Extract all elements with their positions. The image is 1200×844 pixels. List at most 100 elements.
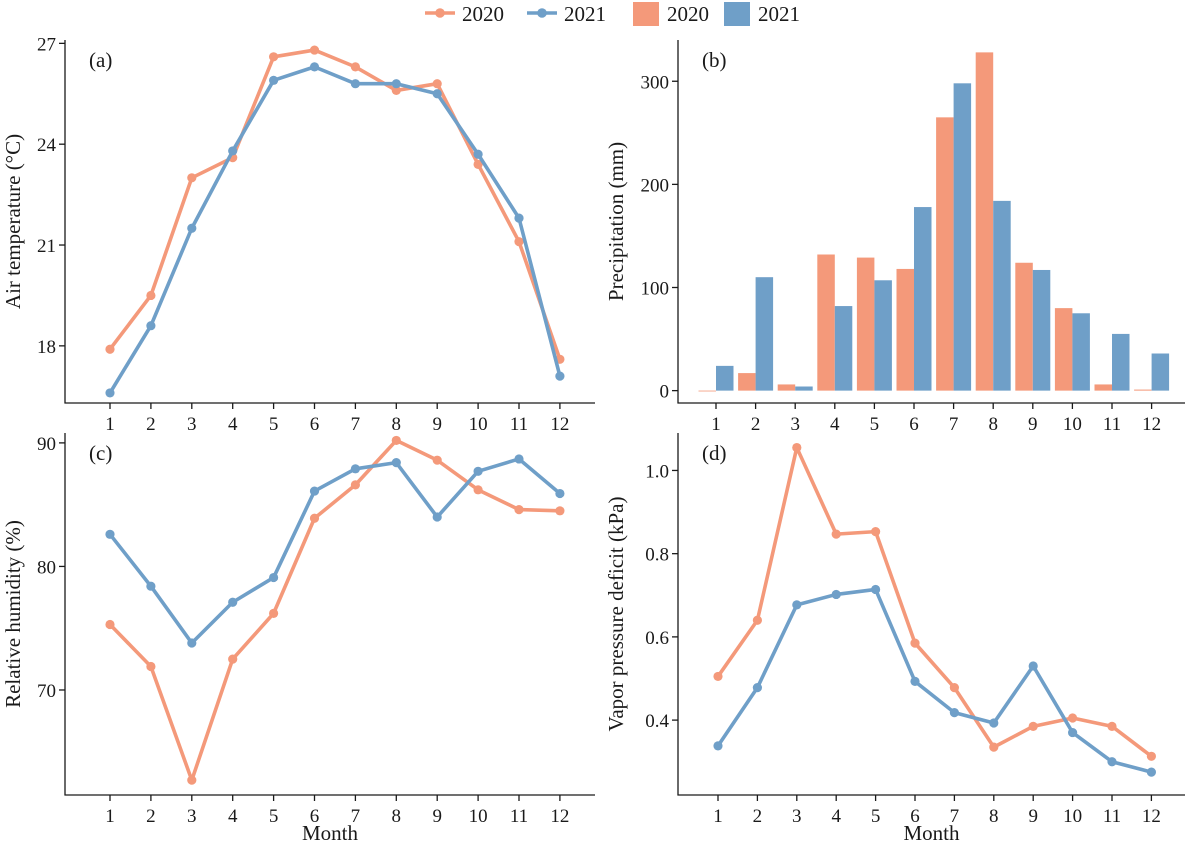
data-point: [350, 62, 360, 72]
x-tick-label: 5: [269, 806, 279, 827]
y-tick-label: 18: [37, 337, 56, 358]
legend-point-swatch: [435, 8, 445, 18]
x-tick-label: 2: [753, 806, 763, 827]
data-point: [187, 173, 197, 183]
data-point: [1028, 721, 1038, 731]
legend-item-bar-2020: 2020: [633, 2, 709, 26]
data-point: [473, 149, 483, 159]
x-tick-label: 7: [950, 806, 960, 827]
bar-series-2021: [716, 83, 1170, 391]
line-series-2021: [713, 584, 1156, 777]
x-tick-label: 11: [510, 414, 528, 435]
series-line: [108, 65, 562, 395]
panel-label: (b): [702, 48, 727, 72]
data-point: [391, 435, 401, 446]
y-tick-label: 100: [641, 279, 670, 300]
data-point: [713, 741, 723, 751]
y-axis-title: Air temperature (°C): [1, 134, 25, 309]
data-point: [514, 237, 524, 247]
x-tick-label: 1: [711, 414, 721, 435]
data-point: [752, 683, 763, 693]
data-point: [555, 488, 565, 499]
x-tick-label: 6: [910, 806, 920, 827]
data-point: [949, 708, 960, 718]
data-point: [146, 581, 156, 591]
x-tick-label: 4: [228, 414, 238, 435]
data-point: [146, 290, 156, 301]
bar: [698, 390, 716, 392]
legend-label: 2021: [564, 2, 606, 26]
legend: 2020 2021 2020 2021: [425, 2, 800, 26]
bar: [953, 83, 972, 391]
legend-item-line-2020: 2020: [425, 2, 504, 26]
data-point: [187, 223, 197, 233]
data-point: [989, 742, 999, 752]
data-point: [1068, 713, 1078, 723]
y-tick-label: 70: [37, 681, 56, 702]
data-point: [792, 600, 802, 610]
y-tick-label: 90: [37, 434, 56, 455]
data-point: [432, 89, 442, 99]
x-tick-label: 10: [469, 806, 488, 827]
data-point: [187, 775, 197, 785]
data-point: [350, 480, 360, 490]
y-tick-label: 300: [641, 72, 670, 93]
y-tick-label: 0: [660, 382, 670, 403]
y-tick-label: 0.4: [645, 711, 669, 732]
line-series-2020: [105, 435, 565, 785]
data-point: [871, 584, 881, 595]
series-line: [108, 438, 562, 782]
bar: [1134, 389, 1152, 391]
legend-bar-swatch: [724, 2, 750, 26]
x-tick-label: 10: [1063, 414, 1082, 435]
data-point: [309, 45, 320, 55]
y-tick-label: 24: [37, 135, 57, 156]
data-point: [432, 455, 442, 465]
data-point: [752, 615, 763, 625]
data-point: [309, 486, 320, 496]
data-point: [713, 671, 723, 682]
data-point: [105, 344, 115, 354]
data-point: [792, 442, 802, 453]
bar: [738, 373, 756, 391]
data-point: [831, 529, 841, 539]
x-tick-label: 5: [269, 414, 279, 435]
data-point: [432, 512, 442, 522]
data-point: [871, 527, 881, 537]
bar: [1094, 384, 1112, 391]
data-point: [473, 485, 483, 495]
x-tick-label: 7: [351, 806, 361, 827]
panel-label: (c): [89, 441, 112, 465]
data-point: [989, 718, 999, 728]
x-tick-label: 6: [310, 414, 320, 435]
x-tick-label: 11: [1103, 414, 1121, 435]
bar: [817, 254, 835, 391]
y-tick-label: 80: [37, 557, 56, 578]
data-point: [1107, 721, 1117, 731]
bar: [993, 200, 1011, 391]
bar: [896, 268, 914, 391]
legend-item-line-2021: 2021: [527, 2, 606, 26]
data-point: [269, 572, 279, 583]
data-point: [949, 683, 960, 693]
data-point: [269, 608, 279, 618]
y-tick-label: 1.0: [645, 461, 669, 482]
x-tick-label: 3: [187, 806, 197, 827]
x-tick-label: 8: [392, 414, 402, 435]
series-line: [716, 587, 1154, 774]
y-axis-title: Relative humidity (%): [1, 520, 25, 708]
data-point: [514, 505, 524, 515]
x-tick-label: 2: [146, 806, 156, 827]
bar: [716, 365, 734, 391]
data-point: [391, 85, 401, 96]
x-tick-label: 7: [351, 414, 361, 435]
series-line: [108, 48, 562, 362]
data-point: [473, 466, 483, 476]
data-point: [228, 146, 238, 156]
x-tick-label: 8: [989, 806, 999, 827]
data-point: [432, 79, 442, 89]
data-point: [1068, 727, 1078, 738]
series-line: [716, 445, 1154, 759]
x-tick-label: 5: [871, 806, 881, 827]
